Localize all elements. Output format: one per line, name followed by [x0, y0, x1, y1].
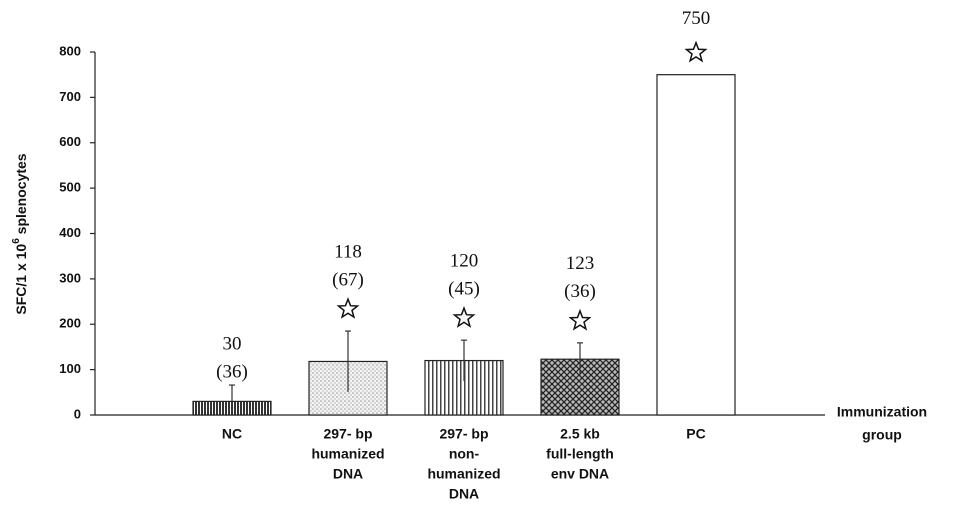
y-tick-label: 800 — [59, 43, 81, 58]
y-tick-label: 700 — [59, 89, 81, 104]
y-tick-label: 100 — [59, 361, 81, 376]
error-label: (45) — [448, 278, 480, 299]
y-label-sup: 6 — [11, 238, 22, 244]
x-tick-label: humanized — [311, 446, 384, 462]
x-tick-label: 2.5 kb — [560, 426, 600, 442]
x-tick-label: humanized — [427, 466, 500, 482]
y-axis-label: SFC/1 x 106 splenocytes — [11, 153, 29, 314]
x-tick-label: env DNA — [551, 466, 609, 482]
bar — [656, 74, 736, 416]
x-tick-label: 297- bp — [439, 426, 488, 442]
y-tick-label: 500 — [59, 180, 81, 195]
x-tick-label: full-length — [546, 446, 614, 462]
y-tick-label: 200 — [59, 316, 81, 331]
y-label-rest: splenocytes — [13, 153, 29, 238]
y-tick-label: 300 — [59, 270, 81, 285]
significance-star — [684, 40, 708, 63]
error-label: (36) — [564, 281, 596, 302]
y-label-base: SFC/1 x 10 — [13, 244, 29, 315]
x-tick-label: 297- bp — [323, 426, 372, 442]
value-label: 120 — [450, 250, 479, 271]
error-label: (67) — [332, 269, 364, 290]
y-tick-label: 400 — [59, 225, 81, 240]
value-label: 118 — [334, 241, 362, 262]
x-axis-label: Immunization — [837, 404, 927, 420]
significance-star — [452, 305, 476, 328]
y-tick-label: 0 — [74, 406, 81, 421]
x-tick-label: non- — [449, 446, 480, 462]
value-label: 750 — [682, 8, 711, 29]
x-tick-label: DNA — [449, 486, 479, 502]
significance-star — [336, 296, 360, 319]
x-tick-label: PC — [686, 426, 705, 442]
y-tick-label: 600 — [59, 134, 81, 149]
x-axis-label: group — [862, 427, 902, 443]
value-label: 30 — [223, 333, 242, 354]
value-label: 123 — [566, 253, 595, 274]
error-label: (36) — [216, 361, 248, 382]
significance-star — [568, 308, 592, 331]
x-tick-label: DNA — [333, 466, 363, 482]
x-tick-label: NC — [222, 426, 242, 442]
